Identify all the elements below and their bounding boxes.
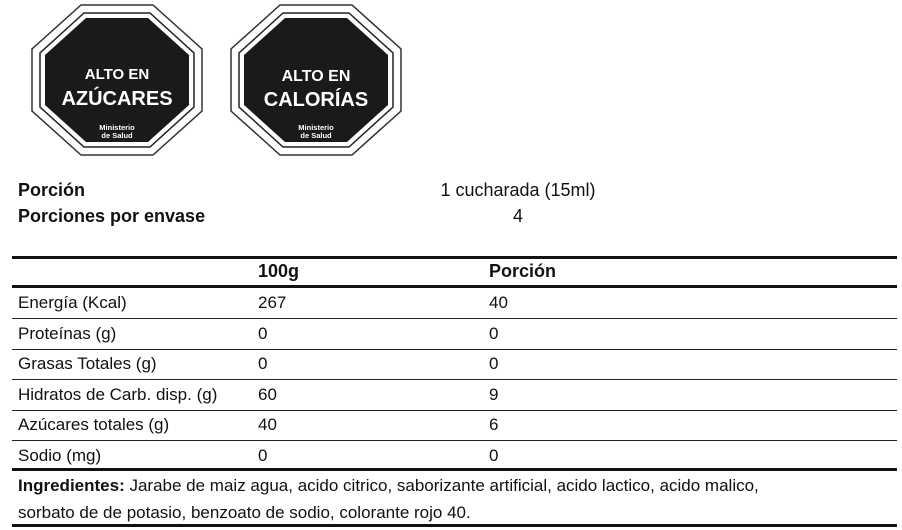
value-per-portion: 0 [489,354,499,373]
value-per-portion: 6 [489,415,499,434]
nutrient-name: Azúcares totales (g) [18,415,170,434]
row-divider [12,409,897,411]
row-divider [12,348,897,350]
row-divider [12,318,897,319]
value-per-portion: 40 [489,293,508,312]
divider [12,256,897,259]
header-100g: 100g [258,261,300,281]
value-per-100g: 60 [258,384,277,404]
value-per-portion: 0 [489,323,499,343]
nutrient-name: Grasas Totales (g) [18,354,157,373]
ingredients: Ingredientes: Jarabe de maiz agua, acido… [18,472,798,526]
seal-line1: ALTO EN [85,66,149,83]
seal-line1: ALTO EN [282,68,351,85]
value-per-100g: 0 [258,354,268,373]
divider [12,468,897,471]
nutrient-name: Energía (Kcal) [18,293,127,312]
divider [12,285,897,288]
value-per-100g: 0 [258,323,268,343]
portion-value: 1 cucharada (15ml) [440,180,596,200]
servings-per-pack-value: 4 [512,206,523,226]
header-portion: Porción [489,261,557,281]
seal-authority-line2: de Salud [300,131,332,140]
value-per-100g: 267 [258,293,287,312]
value-per-portion: 9 [489,384,499,404]
ingredients-text: Jarabe de maiz agua, acido citrico, sabo… [18,476,759,522]
nutrient-name: Hidratos de Carb. disp. (g) [18,384,218,404]
value-per-portion: 0 [489,445,499,465]
value-per-100g: 40 [258,415,277,434]
ingredients-label: Ingredientes: [18,476,125,495]
warning-seal-high-sugar: ALTO EN AZÚCARES Ministerio de Salud [31,4,203,156]
divider [12,524,897,527]
seal-line2: AZÚCARES [61,86,172,110]
servings-per-pack-label: Porciones por envase [18,206,206,226]
row-divider [12,440,897,441]
nutrient-name: Sodio (mg) [18,445,102,465]
value-per-100g: 0 [258,445,268,465]
portion-label: Porción [18,180,86,200]
row-divider [12,379,897,380]
seal-authority-line2: de Salud [101,131,133,140]
warning-seal-high-calories: ALTO EN CALORÍAS Ministerio de Salud [230,4,402,156]
seal-line2: CALORÍAS [264,88,368,111]
seal-authority-line1: Ministerio [298,123,334,132]
nutrient-name: Proteínas (g) [18,323,117,343]
seal-authority-line1: Ministerio [99,123,135,132]
